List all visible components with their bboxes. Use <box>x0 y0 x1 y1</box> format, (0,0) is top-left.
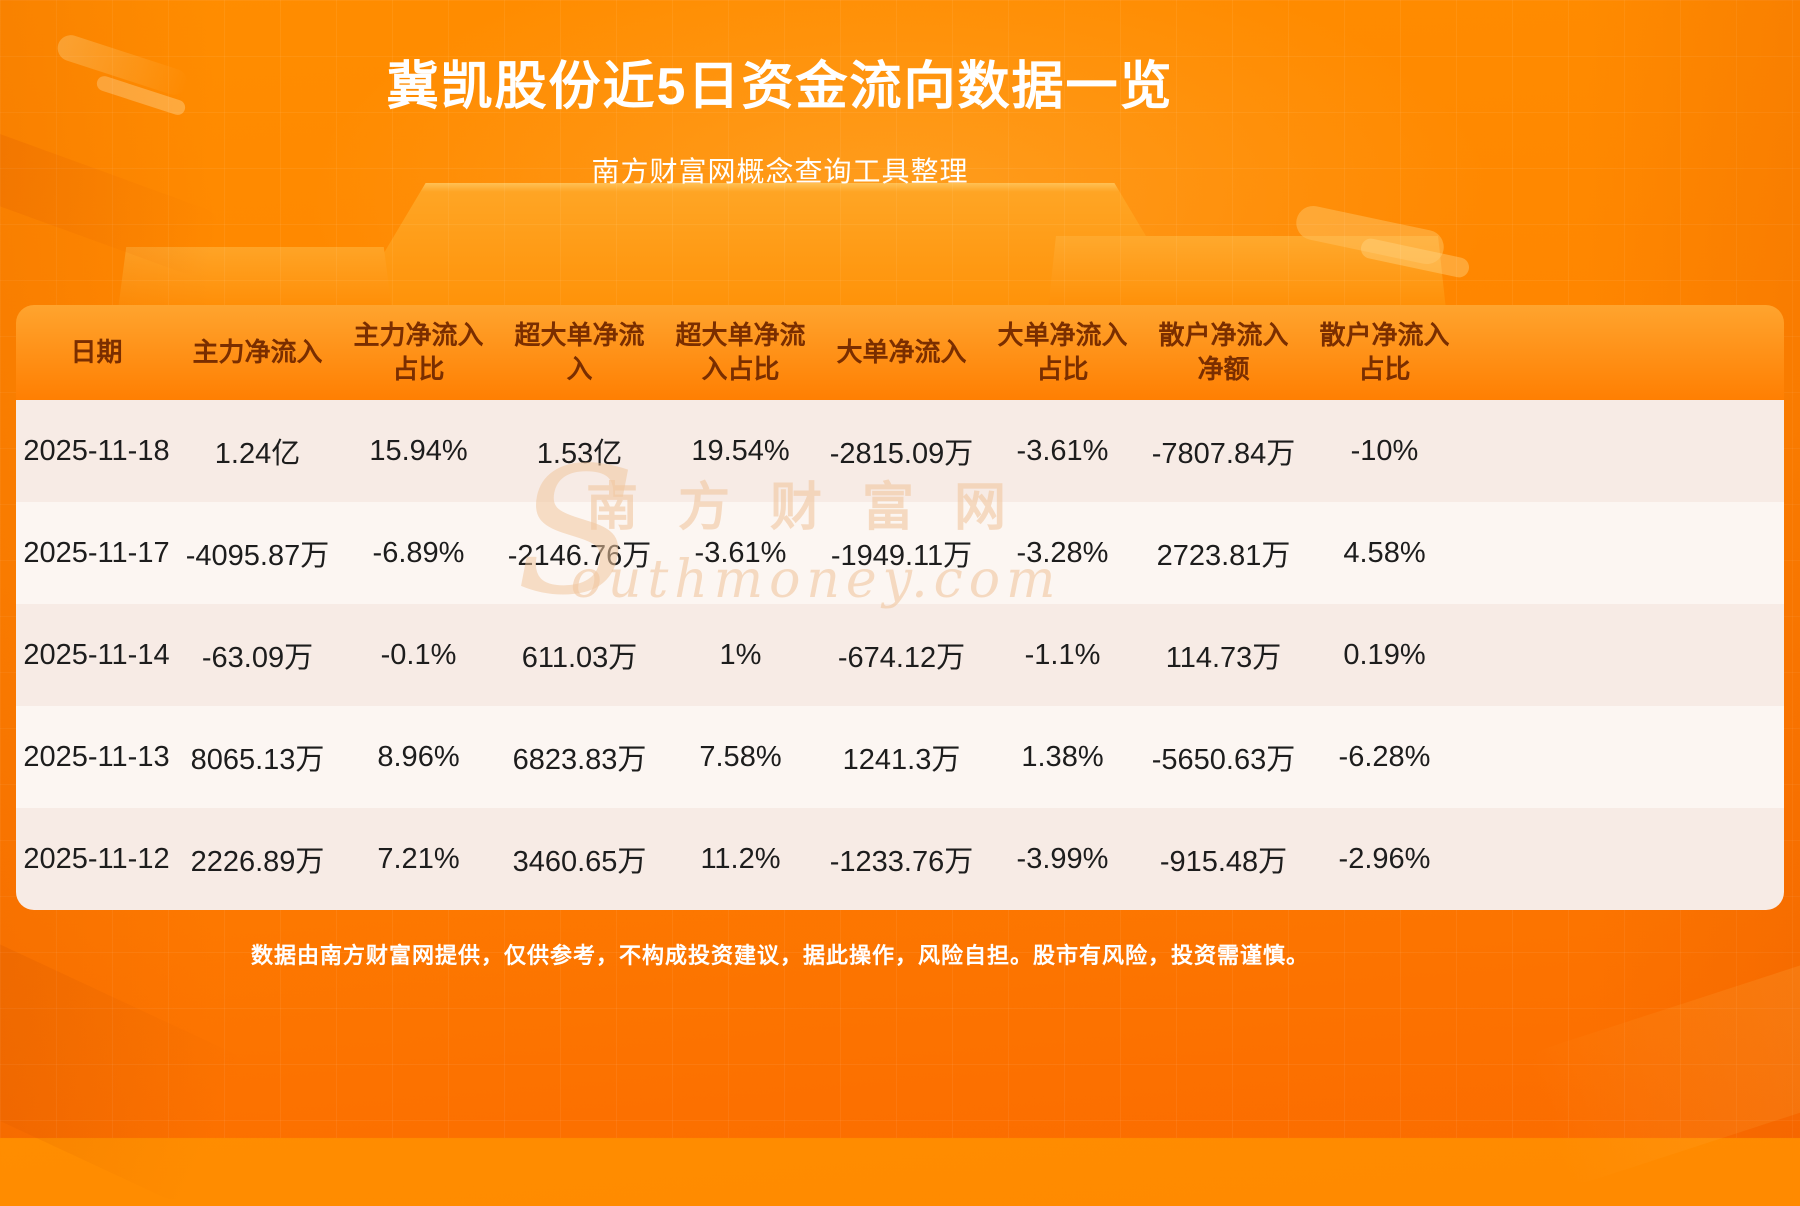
table-cell: 7.21% <box>377 842 460 875</box>
table-cell: 6823.83万 <box>512 744 647 776</box>
table-cell: -5650.63万 <box>1151 744 1296 776</box>
page-subtitle: 南方财富网概念查询工具整理 <box>591 156 969 187</box>
table-cell: -1.1% <box>1024 638 1101 671</box>
header-cell: 散户净流入 占比 <box>1319 319 1450 384</box>
table-cell: 1.24亿 <box>214 438 301 470</box>
table-cell: 2025-11-13 <box>23 740 170 773</box>
table-cell: 2025-11-14 <box>23 638 170 671</box>
table-cell: -3.99% <box>1016 842 1109 875</box>
table-cell: -674.12万 <box>837 642 966 674</box>
table-cell: 2025-11-18 <box>23 434 170 467</box>
table-cell: -6.28% <box>1338 740 1431 773</box>
table-cell: 1.53亿 <box>536 438 623 470</box>
header-cell: 超大单净流 入 <box>514 319 645 384</box>
decor-podium-center <box>350 183 1190 310</box>
table-cell: -915.48万 <box>1159 846 1288 878</box>
table-cell: -1233.76万 <box>829 846 974 878</box>
table-cell: -1949.11万 <box>830 540 973 572</box>
table-header-row: 日期 主力净流入 主力净流入 占比 超大单净流 入超大单净流 入占比 大单净流入 大单净流… <box>16 305 1784 400</box>
table-cell: 2025-11-17 <box>23 536 170 569</box>
table-cell: -0.1% <box>380 638 457 671</box>
table-cell: -3.28% <box>1016 536 1109 569</box>
table-cell: -2146.76万 <box>507 540 652 572</box>
table-cell: -7807.84万 <box>1151 438 1296 470</box>
table-cell: -10% <box>1350 434 1419 467</box>
table-cell: 8.96% <box>377 740 460 773</box>
fund-flow-table: 日期 主力净流入 主力净流入 占比 超大单净流 入超大单净流 入占比 大单净流入 大单净流… <box>16 305 1784 910</box>
header-cell: 主力净流入 <box>192 336 323 367</box>
table-cell: 0.19% <box>1343 638 1426 671</box>
table-row: 2025-11-14 -63.09万 -0.1% 611.03万 1% -674.12万 -… <box>16 604 1784 706</box>
table-cell: 2025-11-12 <box>23 842 170 875</box>
table-cell: -6.89% <box>372 536 465 569</box>
table-cell: 4.58% <box>1343 536 1426 569</box>
header-cell: 主力净流入 占比 <box>353 319 484 384</box>
decor-podium-left <box>118 247 392 310</box>
table-cell: -2815.09万 <box>829 438 974 470</box>
table-row: 2025-11-17 -4095.87万 -6.89% -2146.76万 -3.61%… <box>16 502 1784 604</box>
table-row: 2025-11-13 8065.13万 8.96% 6823.83万 7.58% 1241… <box>16 706 1784 808</box>
header-cell: 散户净流入 净额 <box>1158 319 1289 384</box>
table-cell: 15.94% <box>369 434 468 467</box>
disclaimer: 数据由南方财富网提供，仅供参考，不构成投资建议，据此操作，风险自担。股市有风险，… <box>250 943 1309 968</box>
header-cell: 超大单净流 入占比 <box>675 319 806 384</box>
table-cell: 2226.89万 <box>190 846 325 878</box>
table-cell: 114.73万 <box>1165 642 1282 674</box>
table-cell: -3.61% <box>694 536 787 569</box>
decor-podium-right <box>1048 236 1446 310</box>
table-cell: 19.54% <box>691 434 790 467</box>
table-cell: 7.58% <box>699 740 782 773</box>
header-cell: 大单净流入 占比 <box>997 319 1128 384</box>
table-cell: 1241.3万 <box>842 744 961 776</box>
table-cell: 3460.65万 <box>512 846 647 878</box>
table-cell: 611.03万 <box>521 642 638 674</box>
header-cell: 日期 <box>70 336 123 367</box>
page-title: 冀凯股份近5日资金流向数据一览 <box>386 58 1174 116</box>
table-cell: 11.2% <box>700 842 781 875</box>
table-cell: -4095.87万 <box>185 540 330 572</box>
table-row: 2025-11-12 2226.89万 7.21% 3460.65万 11.2% -123… <box>16 808 1784 910</box>
table-cell: 2723.81万 <box>1156 540 1291 572</box>
table-cell: -2.96% <box>1338 842 1431 875</box>
table-cell: 1% <box>719 638 762 671</box>
table-row: 2025-11-18 1.24亿 15.94% 1.53亿 19.54% -2815.09… <box>16 400 1784 502</box>
decor-corner-bottom-left <box>0 934 250 1206</box>
table-cell: 1.38% <box>1021 740 1104 773</box>
table-body: 2025-11-18 1.24亿 15.94% 1.53亿 19.54% -2815.09… <box>16 400 1784 910</box>
table-cell: -63.09万 <box>201 642 314 674</box>
table-cell: -3.61% <box>1016 434 1109 467</box>
decor-corner-bottom-right <box>1526 952 1800 1188</box>
table-cell: 8065.13万 <box>190 744 325 776</box>
header-cell: 大单净流入 <box>836 336 967 367</box>
